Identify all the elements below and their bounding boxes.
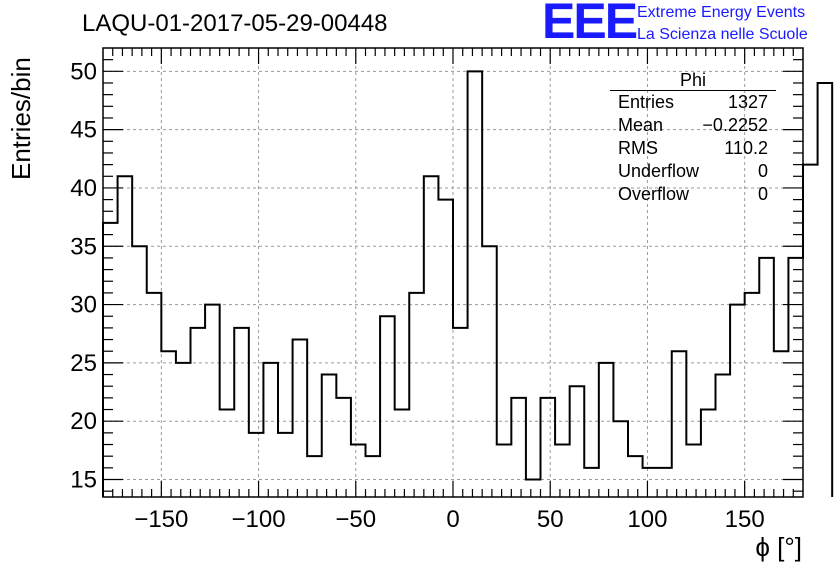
histogram-bin	[745, 293, 760, 497]
stats-label: Entries	[618, 92, 675, 112]
histogram-bin	[584, 468, 599, 497]
histogram-bin	[118, 176, 133, 497]
y-tick-label: 25	[70, 350, 97, 377]
stats-label: Mean	[618, 115, 664, 135]
histogram-bin	[511, 398, 526, 497]
histogram-bin	[818, 83, 833, 497]
stats-row-overflow: Overflow 0	[610, 183, 776, 206]
histogram-bin	[613, 421, 628, 497]
histogram-bin	[380, 316, 395, 497]
y-tick-label: 15	[70, 467, 97, 494]
stats-box: Phi Entries 1327 Mean −0.2252 RMS 110.2 …	[610, 70, 776, 206]
eee-logo: EEE	[542, 0, 638, 49]
histogram-bin	[278, 433, 293, 497]
histogram-bin	[453, 328, 468, 497]
stats-row-rms: RMS 110.2	[610, 137, 776, 160]
histogram-bin	[730, 305, 745, 497]
histogram-bin	[161, 351, 176, 497]
histogram-bin	[482, 246, 497, 497]
histogram-bin	[147, 293, 162, 497]
stats-label: RMS	[618, 138, 658, 158]
histogram-bin	[249, 433, 264, 497]
stats-value: −0.2252	[702, 115, 768, 135]
histogram-bin	[307, 456, 322, 497]
histogram-bin	[759, 258, 774, 497]
histogram-bin	[220, 410, 235, 497]
histogram-bin	[293, 340, 308, 497]
histogram-bin	[541, 398, 556, 497]
logo-line-2: La Scienza nelle Scuole	[637, 26, 808, 43]
histogram-bin	[716, 375, 731, 497]
x-axis-label: ϕ [°]	[755, 532, 802, 562]
x-tick-label: −100	[232, 506, 286, 533]
histogram-bin	[191, 328, 206, 497]
axis-ticks	[103, 48, 803, 497]
histogram-bin	[526, 480, 541, 497]
histogram-bin	[497, 445, 512, 497]
histogram-bin	[774, 351, 789, 497]
histogram-bin	[555, 445, 570, 497]
y-tick-label: 45	[70, 117, 97, 144]
x-tick-label: −50	[335, 506, 376, 533]
y-tick-label: 30	[70, 292, 97, 319]
histogram-bin	[409, 293, 424, 497]
stats-value: 0	[757, 184, 768, 204]
histogram-bin	[336, 398, 351, 497]
histogram-bin	[176, 363, 191, 497]
stats-value: 110.2	[724, 138, 768, 158]
stats-value: 1327	[727, 92, 768, 112]
histogram-bin	[570, 386, 585, 497]
stats-title: Phi	[610, 70, 776, 91]
histogram-outline	[102, 70, 834, 497]
histogram-bin	[424, 176, 439, 497]
stats-row-mean: Mean −0.2252	[610, 114, 776, 137]
histogram-bin	[351, 445, 366, 497]
stats-row-underflow: Underflow 0	[610, 160, 776, 183]
x-tick-label: 150	[725, 506, 765, 533]
histogram-bin	[686, 445, 701, 497]
histogram-bin	[395, 410, 410, 497]
histogram-bin	[234, 328, 249, 497]
histogram-bin	[599, 363, 614, 497]
x-tick-label: 50	[537, 506, 564, 533]
chart-title: LAQU-01-2017-05-29-00448	[82, 10, 388, 37]
x-tick-label: 100	[627, 506, 667, 533]
histogram-bin	[672, 351, 687, 497]
axis-tick-labels: −150 −100 −50 0 50 100 150 15 20 25 30 35 40 45 50	[70, 58, 764, 533]
histogram-bin	[803, 165, 818, 497]
y-tick-label: 50	[70, 58, 97, 85]
stats-value: 0	[757, 161, 768, 181]
histogram-bin	[263, 363, 278, 497]
stats-label: Underflow	[618, 161, 700, 181]
histogram-bin	[628, 456, 643, 497]
histogram-bin	[322, 375, 337, 497]
histogram-bin	[788, 258, 803, 497]
histogram-bin	[205, 305, 220, 497]
histogram-bin	[657, 468, 672, 497]
x-tick-label: 0	[446, 506, 459, 533]
stats-row-entries: Entries 1327	[610, 91, 776, 114]
logo-line-1: Extreme Energy Events	[637, 4, 806, 21]
y-tick-label: 35	[70, 233, 97, 260]
histogram-bin	[132, 246, 147, 497]
histogram-bin	[438, 200, 453, 497]
y-axis-label: Entries/bin	[6, 57, 36, 180]
y-tick-label: 40	[70, 175, 97, 202]
x-tick-label: −150	[134, 506, 188, 533]
stats-label: Overflow	[618, 184, 690, 204]
histogram-bin	[366, 456, 381, 497]
histogram-bin	[468, 71, 483, 497]
histogram-bin	[643, 468, 658, 497]
histogram-bin	[701, 410, 716, 497]
y-tick-label: 20	[70, 408, 97, 435]
